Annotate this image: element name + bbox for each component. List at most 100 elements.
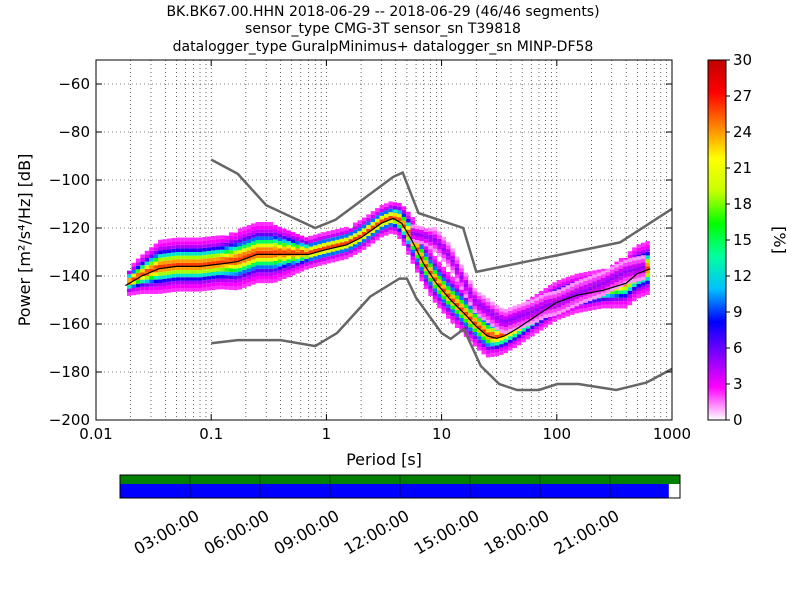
heatmap-bin bbox=[614, 294, 619, 298]
heatmap-bin bbox=[432, 245, 438, 249]
heatmap-bin bbox=[441, 306, 447, 310]
heatmap-bin bbox=[189, 284, 194, 288]
heatmap-bin bbox=[259, 276, 265, 280]
heatmap-bin bbox=[578, 300, 584, 305]
heatmap-bin bbox=[286, 273, 291, 278]
heatmap-bin bbox=[388, 226, 393, 231]
heatmap-bin bbox=[490, 312, 495, 317]
heatmap-bin bbox=[459, 310, 464, 315]
heatmap-bin bbox=[370, 211, 376, 215]
heatmap-bin bbox=[162, 246, 167, 250]
heatmap-bin bbox=[459, 286, 464, 290]
heatmap-bin bbox=[317, 262, 322, 266]
heatmap-bin bbox=[344, 226, 349, 231]
heatmap-bin bbox=[162, 285, 167, 290]
heatmap-bin bbox=[530, 321, 535, 325]
heatmap-bin bbox=[428, 274, 433, 278]
heatmap-bin bbox=[481, 329, 486, 333]
heatmap-bin bbox=[317, 258, 322, 263]
heatmap-bin bbox=[144, 279, 150, 284]
heatmap-bin bbox=[605, 294, 610, 298]
y-tick-label: −100 bbox=[49, 171, 90, 189]
heatmap-bin bbox=[326, 231, 331, 235]
heatmap-bin bbox=[317, 236, 322, 241]
heatmap-bin bbox=[344, 234, 349, 238]
heatmap-bin bbox=[578, 272, 584, 277]
heatmap-bin bbox=[645, 251, 650, 256]
heatmap-bin bbox=[645, 284, 650, 288]
heatmap-bin bbox=[264, 279, 269, 284]
heatmap-bin bbox=[370, 232, 376, 237]
heatmap-bin bbox=[242, 244, 247, 249]
heatmap-bin bbox=[193, 284, 198, 288]
y-tick-label: −200 bbox=[49, 411, 90, 429]
heatmap-bin bbox=[454, 302, 460, 307]
heatmap-bin bbox=[127, 288, 132, 293]
heatmap-bin bbox=[366, 214, 371, 218]
heatmap-bin bbox=[295, 244, 300, 249]
heatmap-bin bbox=[189, 259, 194, 263]
plot-area: 0.01 0.1 1 10 100 1000−200−180−160−140−120−10… bbox=[49, 59, 691, 443]
heatmap-bin bbox=[149, 247, 154, 251]
heatmap-bin bbox=[206, 283, 212, 287]
heatmap-bin bbox=[215, 242, 221, 247]
heatmap-bin bbox=[477, 339, 482, 344]
heatmap-bin bbox=[428, 234, 433, 239]
heatmap-bin bbox=[596, 294, 602, 298]
heatmap-bin bbox=[193, 237, 198, 242]
heatmap-bin bbox=[432, 273, 438, 278]
heatmap-bin bbox=[277, 230, 283, 234]
heatmap-bin bbox=[282, 232, 287, 236]
heatmap-bin bbox=[547, 306, 553, 310]
heatmap-bin bbox=[295, 259, 300, 263]
heatmap-bin bbox=[175, 241, 181, 245]
heatmap-bin bbox=[450, 251, 455, 256]
heatmap-bin bbox=[135, 272, 141, 277]
heatmap-bin bbox=[189, 255, 194, 260]
heatmap-bin bbox=[485, 312, 491, 317]
heatmap-bin bbox=[233, 279, 238, 284]
heatmap-bin bbox=[264, 261, 269, 266]
heatmap-bin bbox=[233, 236, 238, 240]
heatmap-bin bbox=[379, 223, 384, 227]
heatmap-bin bbox=[503, 323, 509, 328]
heatmap-bin bbox=[485, 316, 491, 320]
heatmap-bin bbox=[485, 305, 491, 309]
heatmap-bin bbox=[632, 257, 637, 261]
heatmap-bin bbox=[494, 338, 500, 342]
heatmap-bin bbox=[432, 241, 438, 246]
heatmap-bin bbox=[454, 317, 460, 321]
heatmap-bin bbox=[233, 275, 238, 280]
heatmap-bin bbox=[366, 239, 371, 244]
heatmap-bin bbox=[330, 244, 336, 249]
heatmap-bin bbox=[570, 275, 575, 279]
x-tick-label: 0.1 bbox=[199, 425, 223, 443]
heatmap-bin bbox=[609, 280, 615, 285]
heatmap-bin bbox=[428, 267, 433, 271]
heatmap-bin bbox=[601, 270, 606, 275]
heatmap-bin bbox=[645, 280, 650, 285]
heatmap-bin bbox=[627, 287, 633, 291]
heatmap-bin bbox=[153, 254, 159, 258]
heatmap-bin bbox=[521, 316, 526, 321]
heatmap-bin bbox=[277, 273, 283, 278]
heatmap-bin bbox=[189, 288, 194, 292]
heatmap-bin bbox=[184, 244, 190, 249]
heatmap-bin bbox=[304, 237, 309, 241]
heatmap-bin bbox=[361, 224, 367, 229]
heatmap-bin bbox=[255, 225, 260, 230]
heatmap-bin bbox=[299, 249, 305, 254]
heatmap-bin bbox=[140, 276, 145, 280]
chart-title-line-1: BK.BK67.00.HHN 2018-06-29 -- 2018-06-29 … bbox=[166, 4, 599, 20]
heatmap-bin bbox=[162, 260, 167, 265]
heatmap-bin bbox=[375, 233, 380, 237]
heatmap-bin bbox=[530, 325, 535, 330]
heatmap-bin bbox=[494, 345, 500, 350]
heatmap-bin bbox=[197, 241, 203, 245]
heatmap-bin bbox=[485, 301, 491, 306]
heatmap-bin bbox=[636, 291, 641, 295]
heatmap-bin bbox=[375, 226, 380, 230]
heatmap-bin bbox=[512, 327, 517, 331]
heatmap-bin bbox=[251, 230, 256, 235]
heatmap-bin bbox=[144, 254, 150, 258]
